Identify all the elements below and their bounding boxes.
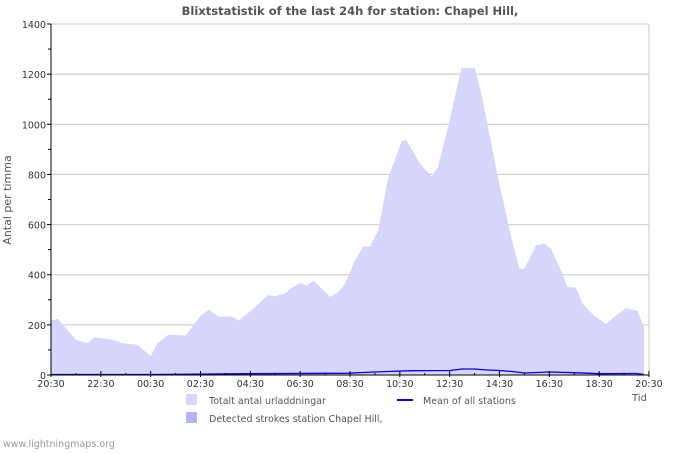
y-tick-label: 0 xyxy=(40,371,46,382)
y-tick-label: 1400 xyxy=(22,20,46,31)
x-tick-label: 14:30 xyxy=(486,379,513,390)
y-tick-label: 200 xyxy=(28,321,46,332)
x-tick-label: 22:30 xyxy=(87,379,114,390)
legend-label-total: Totalt antal urladdningar xyxy=(208,396,326,407)
y-tick-label: 1000 xyxy=(22,120,46,131)
legend-swatch-total xyxy=(186,394,197,405)
legend-label-detected: Detected strokes station Chapel Hill, xyxy=(209,414,383,425)
x-tick-label: 20:30 xyxy=(635,379,662,390)
x-tick-labels: 20:30 22:30 00:30 02:30 04:30 06:30 08:30 10:30… xyxy=(37,379,662,390)
x-tick-label: 10:30 xyxy=(386,379,413,390)
legend: Totalt antal urladdningar Mean of all st… xyxy=(186,394,516,425)
y-tick-label: 800 xyxy=(28,170,46,181)
x-tick-label: 18:30 xyxy=(585,379,612,390)
footer-link[interactable]: www.lightningmaps.org xyxy=(3,439,115,450)
x-tick-label: 06:30 xyxy=(286,379,313,390)
chart-title: Blixtstatistik of the last 24h for stati… xyxy=(182,4,519,18)
y-tick-label: 600 xyxy=(28,221,46,232)
line-mean-all-stations xyxy=(51,368,645,376)
x-axis-label: Tid xyxy=(631,393,647,404)
x-tick-label: 04:30 xyxy=(237,379,264,390)
legend-swatch-detected xyxy=(186,412,197,423)
x-tick-label: 00:30 xyxy=(137,379,164,390)
x-tick-label: 12:30 xyxy=(436,379,463,390)
y-tick-label: 400 xyxy=(28,271,46,282)
x-tick-label: 02:30 xyxy=(187,379,214,390)
series-layer xyxy=(51,68,645,376)
legend-label-mean: Mean of all stations xyxy=(423,396,516,407)
y-axis-label: Antal per timma xyxy=(1,155,14,244)
x-tick-label: 20:30 xyxy=(37,379,64,390)
y-tick-labels: 0 200 400 600 800 1000 1200 1400 xyxy=(22,20,46,382)
area-total-discharges xyxy=(51,68,645,375)
y-tick-label: 1200 xyxy=(22,70,46,81)
x-tick-label: 08:30 xyxy=(336,379,363,390)
axes xyxy=(47,23,650,377)
x-tick-label: 16:30 xyxy=(536,379,563,390)
